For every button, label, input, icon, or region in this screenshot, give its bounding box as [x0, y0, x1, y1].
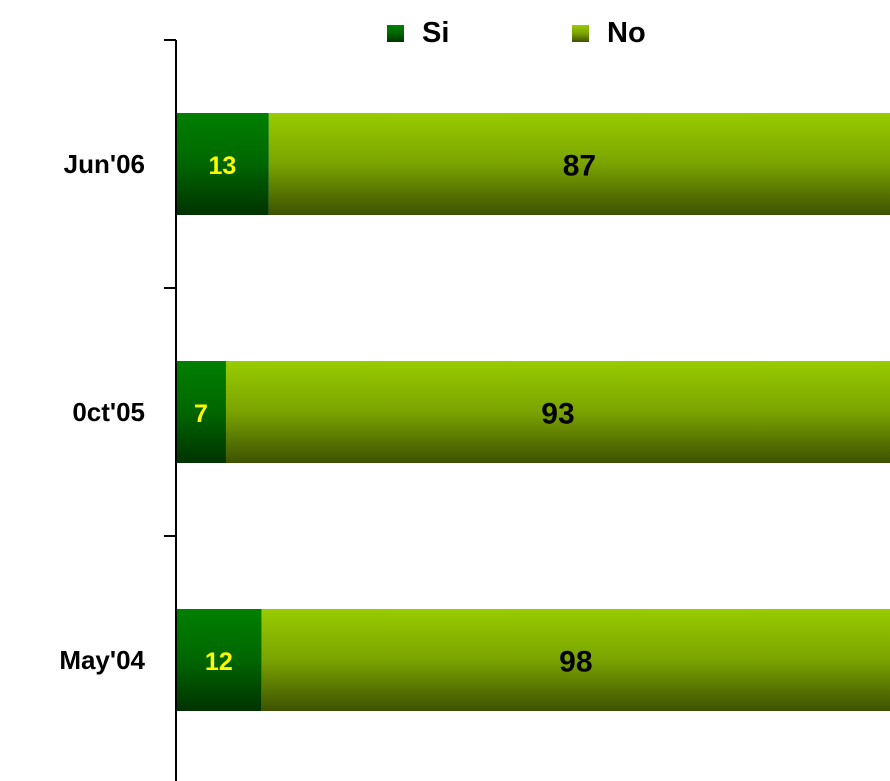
- bar-segment: [176, 609, 262, 711]
- data-label: 7: [194, 400, 208, 428]
- legend-swatch: [572, 25, 589, 42]
- y-tick-label: Jun'06: [64, 149, 145, 179]
- data-label: 93: [541, 398, 574, 431]
- bar-segment: [268, 113, 890, 215]
- data-label: 87: [563, 150, 596, 183]
- bar-segment: [176, 113, 269, 215]
- legend-label: Si: [422, 17, 449, 49]
- y-tick-label: 0ct'05: [72, 397, 145, 427]
- y-tick-label: May'04: [59, 645, 145, 675]
- bar-segment: [176, 361, 226, 463]
- plot-area: [176, 113, 890, 711]
- data-label: 12: [205, 648, 233, 676]
- data-label: 98: [559, 646, 592, 679]
- bar-segment: [261, 609, 890, 711]
- legend-swatch: [387, 25, 404, 42]
- data-label: 13: [209, 152, 237, 180]
- legend-label: No: [607, 17, 646, 49]
- bar-segment: [225, 361, 890, 463]
